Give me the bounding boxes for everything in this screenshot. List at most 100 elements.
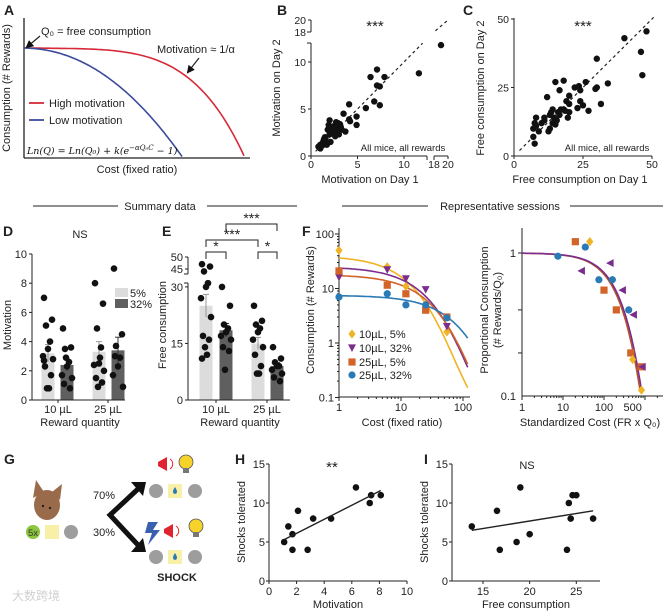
x-tick-label: 0 bbox=[308, 159, 314, 171]
y-tick-label: 0 bbox=[503, 151, 509, 163]
data-point bbox=[49, 355, 57, 363]
data-point bbox=[553, 117, 560, 124]
x-tick-label: 50 bbox=[646, 159, 658, 171]
legend-marker bbox=[348, 371, 356, 379]
x-tick-label: 18 bbox=[428, 159, 440, 171]
y-tick-label: 100 bbox=[316, 229, 334, 241]
significance-label: *** bbox=[574, 18, 592, 35]
data-point bbox=[643, 28, 650, 35]
category-label: 25 µL bbox=[253, 404, 281, 416]
data-point bbox=[45, 385, 53, 392]
x-tick-label: 0 bbox=[266, 586, 272, 598]
data-point bbox=[381, 73, 388, 81]
y-tick-label: 5 bbox=[300, 104, 306, 116]
y-tick-label: 20 bbox=[294, 15, 306, 27]
data-point bbox=[198, 260, 206, 268]
data-point bbox=[277, 355, 285, 362]
y-tick-label: 4 bbox=[21, 337, 27, 349]
data-point bbox=[637, 385, 646, 395]
y-tick-label: 8 bbox=[21, 278, 27, 290]
x-tick-label: 10 bbox=[557, 402, 569, 414]
data-point bbox=[335, 273, 343, 282]
legend-label: 10µL, 5% bbox=[359, 329, 406, 341]
data-point bbox=[309, 515, 317, 522]
data-point bbox=[531, 140, 538, 147]
data-point bbox=[93, 325, 101, 332]
data-point bbox=[251, 351, 259, 359]
data-point bbox=[597, 100, 605, 108]
legend-label-low: Low motivation bbox=[49, 115, 122, 127]
data-point bbox=[402, 281, 410, 291]
y-axis-label: Consumption (# Rewards) bbox=[305, 246, 317, 374]
x-tick-label: 20 bbox=[442, 159, 454, 171]
y-tick-label: 2 bbox=[21, 366, 27, 378]
data-point bbox=[90, 361, 98, 369]
data-point bbox=[304, 546, 311, 554]
panel-label-g: G bbox=[4, 451, 15, 467]
port-icon bbox=[149, 550, 163, 564]
legend-label-high: High motivation bbox=[49, 98, 125, 110]
data-point bbox=[197, 294, 205, 302]
data-point bbox=[526, 530, 533, 538]
y-tick-label: 0 bbox=[177, 395, 183, 407]
data-point bbox=[637, 48, 645, 56]
data-point bbox=[48, 316, 56, 324]
legend-label: 10µL, 32% bbox=[359, 343, 412, 355]
x-tick-label: 25 bbox=[577, 159, 589, 171]
data-point bbox=[67, 344, 75, 351]
port-icon bbox=[188, 484, 202, 498]
panel-label-b: B bbox=[277, 2, 287, 18]
data-point bbox=[639, 71, 646, 79]
data-point bbox=[443, 327, 451, 337]
probability-label-70: 70% bbox=[93, 490, 115, 502]
y-axis-label: Free consumption bbox=[157, 281, 169, 369]
legend-marker bbox=[348, 358, 356, 366]
data-point bbox=[574, 104, 581, 112]
mouse-eye bbox=[41, 504, 45, 508]
y-tick-label: 10 bbox=[322, 284, 334, 296]
data-point bbox=[532, 122, 540, 130]
y-tick-label: 6 bbox=[21, 307, 27, 319]
x-axis-label: Cost (fixed ratio) bbox=[97, 164, 178, 176]
demand-curve bbox=[338, 257, 469, 389]
data-point bbox=[468, 523, 476, 530]
data-point bbox=[571, 238, 579, 246]
equation-exponent: −αQ₀C bbox=[129, 144, 154, 152]
speaker-icon bbox=[164, 524, 173, 538]
section-title-summary: Summary data bbox=[124, 201, 196, 213]
normalized-demand-curve bbox=[522, 252, 643, 394]
data-point bbox=[202, 283, 210, 291]
y-axis-label: Shocks tolerated bbox=[236, 481, 248, 563]
data-point bbox=[219, 343, 227, 351]
data-point bbox=[600, 286, 608, 294]
data-point bbox=[46, 338, 54, 345]
data-point bbox=[207, 313, 215, 321]
high-motivation-curve bbox=[24, 47, 245, 157]
x-tick-label: 1 bbox=[336, 402, 342, 414]
data-point bbox=[340, 110, 347, 117]
arrowhead-up bbox=[131, 482, 146, 496]
data-point bbox=[96, 354, 104, 361]
data-point bbox=[582, 78, 589, 86]
data-point bbox=[625, 306, 633, 314]
data-point bbox=[383, 290, 391, 298]
probability-label-30: 30% bbox=[93, 527, 115, 539]
x-tick-label: 2 bbox=[294, 586, 300, 598]
data-point bbox=[273, 362, 281, 370]
y-tick-label: 10 bbox=[294, 57, 306, 69]
y-tick-label: 0 bbox=[442, 576, 448, 588]
data-point bbox=[565, 499, 573, 507]
data-point bbox=[97, 344, 105, 351]
data-point bbox=[94, 383, 102, 391]
data-point bbox=[618, 286, 626, 295]
y-tick-label: 45 bbox=[171, 264, 183, 276]
mouse-ear bbox=[52, 484, 62, 500]
equation: Ln(Q) = Ln(Q₀) + k(e−αQ₀C − 1) bbox=[26, 144, 178, 157]
data-point bbox=[566, 100, 573, 108]
y-tick-label: 10 bbox=[436, 498, 448, 510]
low-motivation-curve bbox=[24, 47, 183, 158]
data-point bbox=[376, 83, 384, 90]
y-axis-label: Shocks tolerated bbox=[419, 481, 431, 563]
data-point bbox=[552, 78, 559, 86]
